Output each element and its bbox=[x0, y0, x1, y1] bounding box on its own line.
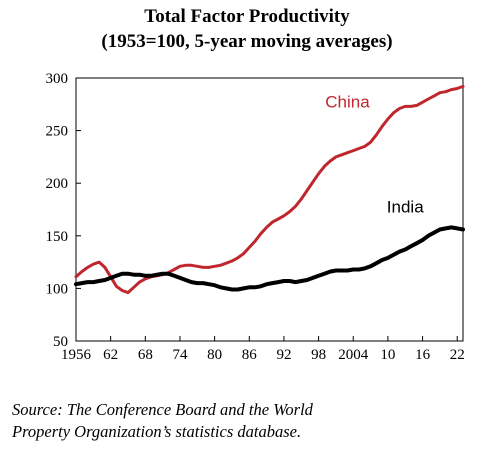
y-tick-label: 100 bbox=[46, 281, 69, 297]
x-tick-label: 98 bbox=[311, 347, 326, 363]
x-tick-label: 68 bbox=[138, 347, 153, 363]
x-tick-label: 16 bbox=[415, 347, 431, 363]
x-tick-label: 80 bbox=[207, 347, 222, 363]
axes bbox=[75, 77, 464, 342]
series-labels: China India bbox=[325, 92, 424, 216]
tfp-line-chart: 300 250 200 150 100 50 1956 62 68 74 80 86 92 98 2004… bbox=[46, 71, 465, 363]
plot-frame bbox=[75, 77, 464, 342]
x-tick-label: 62 bbox=[103, 347, 118, 363]
x-tick-label: 2004 bbox=[338, 347, 369, 363]
series-lines bbox=[74, 84, 465, 295]
x-tick-label: 86 bbox=[242, 347, 258, 363]
y-tick-label: 150 bbox=[46, 229, 69, 245]
y-tick-label: 300 bbox=[46, 71, 69, 87]
x-tick-label: 92 bbox=[276, 347, 291, 363]
series-label-india: India bbox=[387, 198, 424, 217]
series-line-china bbox=[74, 84, 465, 295]
y-tick-label: 250 bbox=[46, 124, 69, 140]
x-tick-label: 1956 bbox=[61, 347, 92, 363]
y-tick-label: 200 bbox=[46, 176, 69, 192]
source-note: Source: The Conference Board and the Wor… bbox=[12, 399, 482, 443]
series-label-china: China bbox=[325, 92, 370, 111]
chart-title: Total Factor Productivity bbox=[144, 6, 350, 27]
x-tick-label: 10 bbox=[380, 347, 395, 363]
chart-subtitle: (1953=100, 5-year moving averages) bbox=[101, 31, 393, 52]
source-line-1: Source: The Conference Board and the Wor… bbox=[12, 400, 313, 419]
y-tick-label: 50 bbox=[53, 334, 68, 350]
series-line-india bbox=[74, 225, 465, 292]
x-tick-label: 74 bbox=[172, 347, 188, 363]
x-tick-label: 22 bbox=[450, 347, 465, 363]
x-axis-ticks: 1956 62 68 74 80 86 92 98 2004 10 16 22 bbox=[61, 336, 465, 363]
source-line-2: Property Organization’s statistics datab… bbox=[12, 422, 302, 441]
y-axis-ticks: 300 250 200 150 100 50 bbox=[46, 71, 81, 350]
